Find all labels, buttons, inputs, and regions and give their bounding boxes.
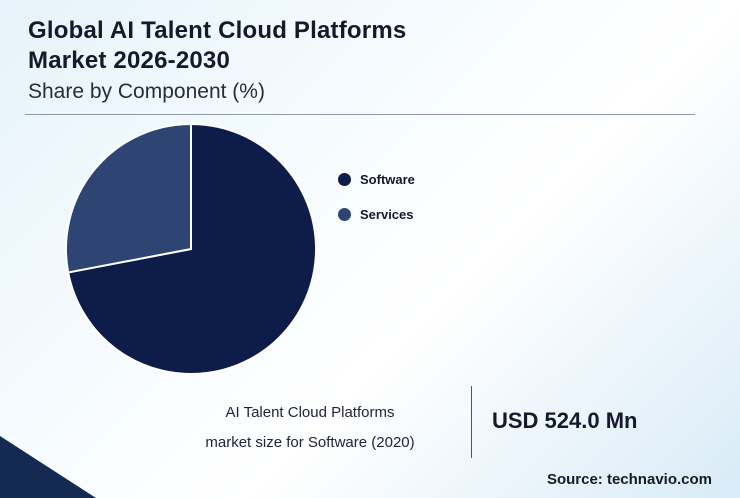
- legend-item-software: Software: [338, 172, 415, 187]
- pie-slice-software: [67, 122, 318, 375]
- header: Global AI Talent Cloud Platforms Market …: [0, 0, 740, 104]
- pie-slice-services: [65, 122, 192, 274]
- chart-legend: Software Services: [338, 172, 415, 242]
- legend-dot-software: [338, 173, 351, 186]
- corner-triangle-decoration: [0, 436, 96, 498]
- market-size-value: USD 524.0 Mn: [492, 408, 638, 433]
- source-credit: Source: technavio.com: [546, 471, 712, 488]
- pie-chart-svg: [65, 122, 318, 375]
- caption-line-1: AI Talent Cloud Platforms: [225, 404, 395, 421]
- footer-vertical-divider: [471, 386, 472, 458]
- page-title: Global AI Talent Cloud Platforms Market …: [28, 16, 712, 76]
- title-line-2: Market 2026-2030: [28, 47, 231, 74]
- legend-label-software: Software: [360, 172, 415, 187]
- footer-caption: AI Talent Cloud Platforms market size fo…: [160, 398, 460, 458]
- chart-subtitle: Share by Component (%): [28, 80, 265, 103]
- legend-dot-services: [338, 208, 351, 221]
- title-line-1: Global AI Talent Cloud Platforms: [28, 17, 407, 44]
- caption-line-2: market size for Software (2020): [205, 434, 415, 451]
- legend-label-services: Services: [360, 207, 414, 222]
- pie-chart: [62, 120, 320, 378]
- legend-item-services: Services: [338, 207, 415, 222]
- header-divider: [25, 114, 695, 115]
